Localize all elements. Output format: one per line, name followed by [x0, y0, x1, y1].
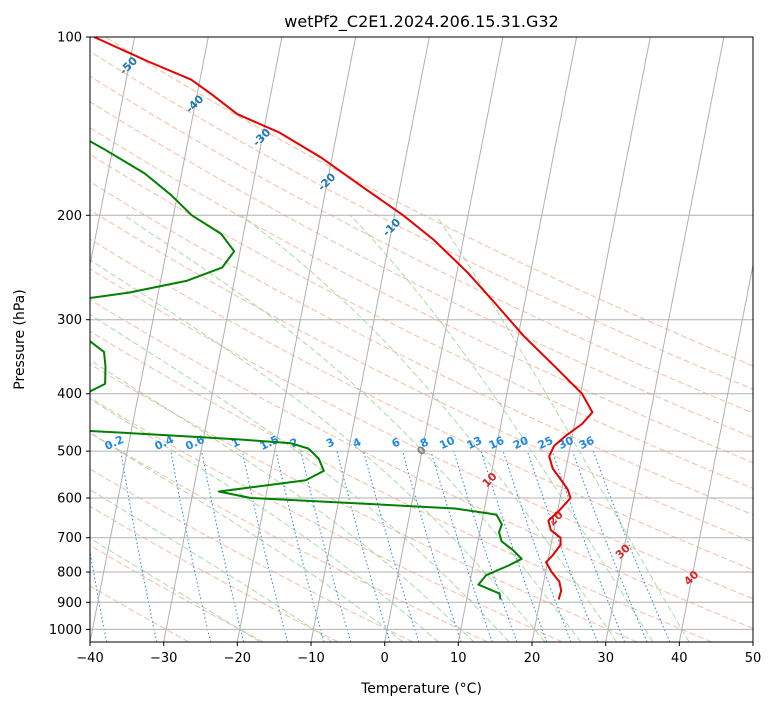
y-tick-label: 300: [57, 313, 82, 328]
isotherm-line: [236, 37, 357, 642]
mixing-ratio-line: [363, 450, 420, 642]
isotherm-line: [310, 37, 430, 642]
x-tick-label: −30: [150, 651, 177, 666]
plot-area: -100-90-80-70-60-50-40-30-20-10010203040…: [90, 37, 753, 642]
x-axis: −40 −30 −20 −10 0 10 20 30 40 50: [76, 642, 761, 666]
isotherm-line: [384, 37, 504, 642]
mixing-ratio-line: [430, 450, 493, 642]
mixing-ratio-line: [241, 450, 288, 642]
x-tick-label: 50: [745, 651, 762, 666]
x-tick-label: 20: [524, 651, 541, 666]
x-tick-label: 0: [381, 651, 389, 666]
y-tick-label: 800: [57, 566, 82, 581]
mixing-ratio-line: [120, 451, 158, 642]
mixing-ratio-line: [170, 451, 211, 642]
isotherm-line: [90, 37, 209, 642]
plot-frame: [89, 36, 754, 643]
mixing-ratio-line: [201, 451, 245, 642]
dry-adiabat-line: [90, 181, 753, 516]
mixing-ratio-line: [592, 450, 671, 642]
moist-adiabat-line: [90, 537, 261, 642]
moist-adiabat-line: [123, 214, 582, 642]
moist-adiabat-line: [90, 398, 439, 642]
x-tick-label: 40: [671, 651, 688, 666]
pressure-gridlines: [90, 37, 753, 630]
y-axis: 100 200 300 400 500 600 700 800 900 1000: [49, 31, 90, 638]
dry-adiabat-line: [90, 330, 712, 642]
isotherm-line: [90, 37, 136, 268]
mixing-ratio-label: 20: [511, 434, 531, 452]
x-axis-title: Temperature (°C): [360, 681, 482, 697]
mixing-ratio-line: [402, 450, 462, 642]
y-tick-label: 600: [57, 492, 82, 507]
profile-lines: [90, 37, 594, 600]
mixing-ratio-line: [572, 450, 648, 642]
dewpoint-profile-line: [90, 140, 523, 600]
mixing-ratio-line: [551, 450, 626, 642]
dry-adiabat-line: [90, 585, 190, 642]
x-tick-label: −20: [224, 651, 251, 666]
y-tick-label: 200: [57, 209, 82, 224]
moist-adiabat-line: [435, 215, 690, 642]
mixing-ratio-line: [300, 450, 352, 642]
moist-adiabat-line: [350, 214, 654, 642]
moist-adiabat-line: [240, 214, 618, 642]
isotherm-line: [163, 37, 283, 642]
mixing-ratio-line: [275, 450, 325, 642]
isotherms: [90, 37, 753, 642]
x-tick-label: 30: [597, 651, 614, 666]
isotherm-line: [531, 37, 651, 642]
dry-adiabat-line: [90, 468, 414, 642]
y-axis-title: Pressure (hPa): [12, 289, 28, 389]
isotherm-line: [457, 37, 578, 642]
mixing-ratio-label: 25: [536, 434, 555, 452]
mixing-ratio-label: 10: [437, 434, 457, 452]
y-tick-label: 900: [57, 596, 82, 611]
chart-title: wetPf2_C2E1.2024.206.15.31.G32: [284, 12, 558, 32]
mixing-ratio-line: [480, 450, 548, 642]
y-tick-label: 1000: [49, 623, 82, 638]
dry-adiabat-line: [105, 37, 753, 367]
dry-adiabat-line: [90, 127, 753, 464]
temperature-profile-line: [93, 37, 594, 600]
mixing-ratio-line: [526, 450, 599, 642]
moist-adiabat-line: [90, 313, 510, 642]
mixing-ratio-line: [502, 450, 572, 642]
y-tick-label: 500: [57, 445, 82, 460]
x-tick-label: −40: [76, 651, 103, 666]
x-tick-label: −10: [297, 651, 324, 666]
dry-adiabat-line: [90, 75, 753, 414]
mixing-ratio-lines: [90, 450, 671, 642]
mixing-ratio-label: 36: [577, 434, 597, 452]
moist-adiabat-line: [90, 259, 546, 642]
mixing-ratio-label: 16: [487, 434, 507, 452]
isotherm-line: [678, 262, 753, 642]
y-tick-label: 100: [57, 31, 82, 46]
mixing-ratio-label: 13: [465, 434, 484, 452]
moist-adiabats: [90, 214, 690, 642]
mixing-ratio-line: [336, 450, 391, 642]
mixing-ratio-label: 30: [556, 434, 576, 452]
dry-adiabat-line: [90, 209, 753, 543]
dry-adiabat-line: [90, 299, 753, 629]
dry-adiabat-line: [90, 505, 339, 642]
isotherm-line: [605, 37, 725, 642]
x-tick-label: 10: [450, 651, 467, 666]
mixing-ratio-line: [453, 450, 518, 642]
y-tick-label: 400: [57, 387, 82, 402]
y-tick-label: 700: [57, 531, 82, 546]
